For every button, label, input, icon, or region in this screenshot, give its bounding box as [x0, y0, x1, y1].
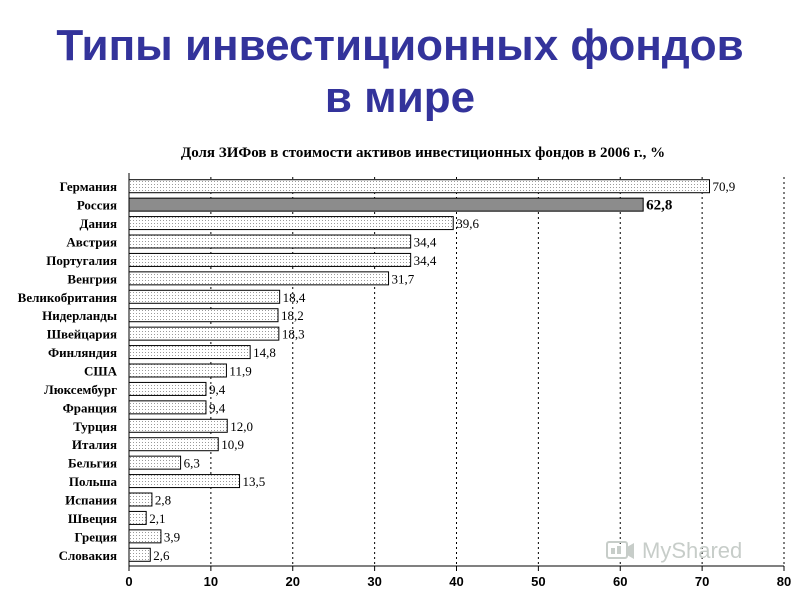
- value-labels: 70,9 62,8 39,6 34,4 34,4 31,7 18,4 18,2 18,3 14,8…: [149, 179, 735, 563]
- value-label: 39,6: [456, 216, 479, 231]
- bar-6: [128, 271, 390, 286]
- x-tick-label: 60: [613, 574, 627, 589]
- bar-2: [128, 197, 644, 212]
- x-axis: 0 10 20 30 40 50 60 70 80: [125, 173, 791, 589]
- value-label: 13,5: [243, 474, 266, 489]
- bar-21: [128, 547, 151, 562]
- category-label: Бельгия: [68, 456, 117, 471]
- category-label: Турция: [73, 419, 117, 434]
- bar-7: [128, 289, 281, 304]
- watermark: MyShared: [606, 538, 742, 564]
- bar-3: [128, 216, 454, 231]
- category-label: Франция: [63, 400, 117, 415]
- bar-11: [128, 363, 227, 378]
- bar-9: [128, 326, 280, 341]
- value-label: 18,3: [282, 327, 305, 342]
- bar-17: [128, 474, 241, 489]
- category-label: Италия: [72, 437, 117, 452]
- x-tick-label: 70: [695, 574, 709, 589]
- x-tick-label: 20: [286, 574, 300, 589]
- slide-title-line2: в мире: [324, 73, 476, 122]
- value-label: 10,9: [221, 437, 244, 452]
- bar-16: [128, 455, 182, 470]
- category-label: Польша: [69, 474, 118, 489]
- bar-1: [128, 179, 710, 194]
- value-label: 70,9: [712, 179, 735, 194]
- x-tick-label: 10: [204, 574, 218, 589]
- bar-20: [128, 529, 162, 544]
- bar-5: [128, 252, 412, 267]
- category-label: Португалия: [46, 253, 117, 268]
- category-label: Швейцария: [47, 327, 117, 342]
- bar-19: [128, 510, 147, 525]
- watermark-text: MyShared: [642, 538, 743, 563]
- value-label: 34,4: [414, 235, 437, 250]
- bar-13: [128, 400, 207, 415]
- value-label: 2,8: [155, 493, 171, 508]
- value-label: 2,6: [153, 548, 170, 563]
- presentation-icon: [606, 541, 634, 559]
- category-label: Испания: [65, 493, 117, 508]
- category-label: Финляндия: [48, 345, 117, 360]
- value-label: 34,4: [414, 253, 437, 268]
- category-label: Германия: [60, 179, 117, 194]
- value-label: 31,7: [392, 271, 415, 286]
- value-label: 2,1: [149, 511, 165, 526]
- category-label: Дания: [80, 216, 117, 231]
- x-tick-label: 0: [125, 574, 132, 589]
- category-label: Венгрия: [67, 271, 117, 286]
- value-label: 18,2: [281, 308, 304, 323]
- value-label: 12,0: [230, 419, 253, 434]
- x-tick-label: 30: [367, 574, 381, 589]
- category-label: Россия: [77, 198, 117, 213]
- category-label: Словакия: [59, 548, 117, 563]
- value-label: 14,8: [253, 345, 276, 360]
- category-labels: Германия Россия Дания Австрия Португалия Венг…: [18, 179, 118, 563]
- x-tick-label: 40: [449, 574, 463, 589]
- category-label: США: [84, 364, 118, 379]
- value-label: 6,3: [184, 456, 200, 471]
- value-label: 11,9: [229, 364, 251, 379]
- value-label: 3,9: [164, 529, 180, 544]
- bar-4: [128, 234, 412, 249]
- value-label: 62,8: [646, 198, 672, 214]
- bar-14: [128, 418, 228, 433]
- category-label: Австрия: [66, 235, 117, 250]
- slide-title-line1: Типы инвестиционных фондов: [56, 21, 744, 70]
- bar-18: [128, 492, 153, 507]
- value-label: 18,4: [283, 290, 306, 305]
- category-label: Люксембург: [44, 382, 117, 397]
- bar-12: [128, 381, 207, 396]
- value-label: 9,4: [209, 382, 226, 397]
- bar-10: [128, 345, 251, 360]
- bar-15: [128, 437, 219, 452]
- category-label: Великобритания: [18, 290, 117, 305]
- category-label: Нидерланды: [42, 308, 117, 323]
- bar-8: [128, 308, 279, 323]
- slide-title: Типы инвестиционных фондов в мире: [0, 20, 800, 124]
- x-tick-label: 50: [531, 574, 545, 589]
- category-label: Греция: [75, 529, 117, 544]
- x-tick-label: 80: [777, 574, 791, 589]
- chart-title: Доля ЗИФов в стоимости активов инвестици…: [180, 145, 666, 161]
- value-label: 9,4: [209, 400, 226, 415]
- category-label: Швеция: [68, 511, 117, 526]
